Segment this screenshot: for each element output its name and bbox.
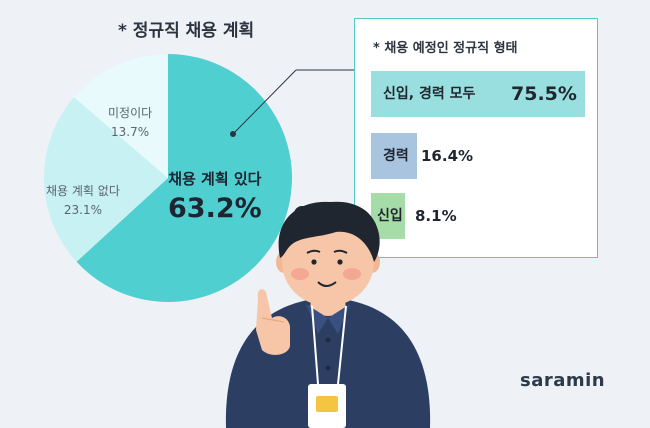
bar-category-both: 신입, 경력 모두: [383, 86, 476, 102]
bar-value-both: 75.5%: [511, 83, 577, 105]
slice-label-not-planned: 채용 계획 없다 23.1%: [46, 182, 120, 217]
pie-slice-planned: [76, 54, 293, 302]
bar-experienced: [371, 133, 418, 179]
slice-name-not-planned: 채용 계획 없다: [46, 184, 120, 198]
slice-name-undecided: 미정이다: [108, 106, 153, 120]
slice-value-undecided: 13.7%: [111, 125, 150, 139]
bar-category-experienced: 경력: [383, 148, 409, 164]
pie-chart-title: * 정규직 채용 계획: [118, 21, 255, 41]
pie-slice-undecided: [73, 54, 168, 178]
pie-slice-not-planned: [43, 97, 169, 262]
callout-dot: [230, 131, 236, 137]
bar-chart-title: * 채용 예정인 정규직 형태: [373, 41, 518, 56]
slice-label-planned: 채용 계획 있다 63.2%: [168, 168, 262, 224]
bar-value-new-grad: 8.1%: [415, 207, 457, 225]
slice-name-planned: 채용 계획 있다: [168, 170, 262, 188]
callout-line: [232, 69, 297, 135]
bar-category-new-grad: 신입: [377, 208, 403, 224]
slice-value-not-planned: 23.1%: [63, 203, 102, 217]
slice-value-planned: 63.2%: [168, 193, 262, 224]
bar-both: [371, 71, 585, 117]
slice-label-undecided: 미정이다 13.7%: [108, 104, 152, 139]
saramin-logo: saramin: [520, 370, 606, 391]
bar-value-experienced: 16.4%: [421, 147, 474, 165]
hiring-type-panel: * 채용 예정인 정규직 형태 신입, 경력 모두 75.5% 경력 16.4%…: [354, 18, 598, 258]
